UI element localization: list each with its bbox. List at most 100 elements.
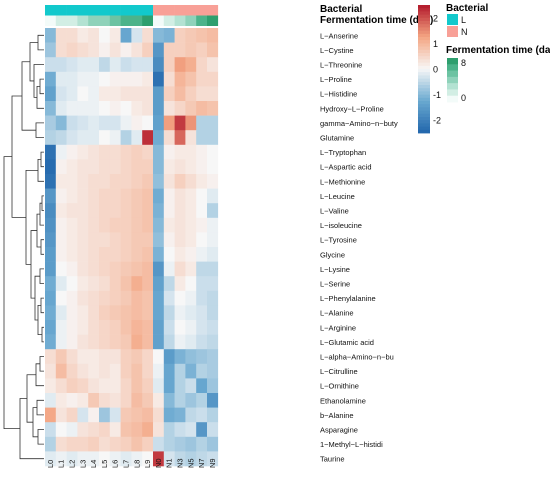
heatmap-cell [55, 28, 67, 43]
heatmap-cell [153, 42, 165, 58]
heatmap-cell [99, 378, 111, 394]
heatmap-cell [142, 28, 154, 43]
row-label: Hydroxy−L−Proline [320, 104, 384, 113]
heatmap-cell [196, 393, 208, 408]
heatmap-cell [153, 217, 165, 233]
column-label: L1 [57, 460, 66, 468]
heatmap-cell [163, 144, 175, 160]
fermentation-legend-swatch [447, 89, 458, 97]
fermentation-annotation-cell [153, 15, 165, 26]
heatmap-cell [196, 188, 208, 204]
bacterial-annotation-cell [185, 5, 197, 16]
heatmap-cell [77, 144, 89, 160]
heatmap-cell [163, 71, 175, 87]
heatmap-cell [109, 115, 121, 131]
heatmap-cell [196, 101, 208, 116]
bacterial-annotation-cell [88, 5, 100, 16]
heatmap-cell [99, 320, 111, 335]
heatmap-cell [142, 422, 154, 438]
heatmap-cell [163, 115, 175, 131]
heatmap-cell [109, 188, 121, 204]
row-label: Glutamine [320, 134, 354, 143]
dendrogram-branch [25, 169, 38, 265]
column-label: N1 [165, 458, 174, 468]
legend-swatch [418, 59, 430, 63]
heatmap-cell [185, 378, 197, 394]
heatmap-cell [185, 407, 197, 423]
legend-swatch [418, 65, 430, 70]
heatmap-cell [174, 407, 186, 423]
heatmap-cell [131, 115, 143, 131]
heatmap-cell [55, 290, 67, 306]
heatmap-cell [66, 42, 78, 58]
bacterial-annotation-cell [120, 5, 132, 16]
row-label: L−Citrulline [320, 367, 358, 376]
dendrogram-branch [19, 398, 44, 460]
heatmap-cell [153, 57, 165, 73]
heatmap-cell [99, 247, 111, 262]
fermentation-annotation-cell [109, 15, 121, 26]
heatmap-cell [185, 174, 197, 189]
heatmap-cell [77, 407, 89, 423]
heatmap-cell [77, 28, 89, 43]
bacterial-annotation-cell [66, 5, 78, 16]
heatmap-cell [185, 320, 197, 335]
heatmap-cell [207, 276, 219, 292]
heatmap-cell [45, 378, 57, 394]
dendrogram-branch [33, 64, 44, 98]
row-label: L−Leucine [320, 192, 355, 201]
fermentation-legend-swatch [447, 70, 458, 78]
heatmap-cell [55, 261, 67, 277]
heatmap-cell [66, 232, 78, 248]
heatmap-cell [88, 451, 100, 467]
heatmap-cell [77, 451, 89, 467]
heatmap-cell [207, 217, 219, 233]
heatmap-cell [66, 130, 78, 146]
heatmap-cell [142, 363, 154, 379]
heatmap-cell [207, 436, 219, 452]
heatmap-cell [109, 422, 121, 438]
heatmap-cell [196, 203, 208, 219]
heatmap-cell [120, 378, 132, 394]
heatmap-cell [142, 130, 154, 146]
heatmap-cell [207, 71, 219, 87]
heatmap-cell [196, 144, 208, 160]
row-label: L−Tyrosine [320, 236, 357, 245]
heatmap-cell [131, 144, 143, 160]
bacterial-annotation-cell [77, 5, 89, 16]
heatmap-cell [45, 247, 57, 262]
heatmap-cell [77, 101, 89, 116]
heatmap-cell [196, 305, 208, 321]
heatmap-cell [55, 436, 67, 452]
heatmap-cell [55, 159, 67, 175]
heatmap-cell [77, 203, 89, 219]
heatmap-cell [131, 290, 143, 306]
heatmap-cell [109, 436, 121, 452]
heatmap-cells [45, 28, 219, 467]
heatmap-cell [163, 305, 175, 321]
bacterial-annotation-cell [131, 5, 143, 16]
heatmap-cell [45, 320, 57, 335]
heatmap-cell [142, 334, 154, 350]
heatmap-cell [185, 130, 197, 146]
heatmap-cell [66, 320, 78, 335]
heatmap-cell [174, 232, 186, 248]
dendrogram-branch [37, 34, 44, 51]
legend-swatch [418, 37, 430, 41]
heatmap-cell [88, 334, 100, 350]
heatmap-cell [142, 86, 154, 102]
fermentation-annotation-cell [45, 15, 57, 26]
heatmap-cell [45, 363, 57, 379]
heatmap-cell [131, 334, 143, 350]
heatmap-cell [196, 436, 208, 452]
heatmap-cell [142, 276, 154, 292]
heatmap-cell [45, 290, 57, 306]
heatmap-cell [88, 422, 100, 438]
row-label: L−Glutamic acid [320, 338, 374, 347]
heatmap-cell [207, 144, 219, 160]
heatmap-cell [207, 247, 219, 262]
column-label: N3 [176, 458, 185, 468]
heatmap-cell [88, 86, 100, 102]
heatmap-cell [131, 28, 143, 43]
heatmap-cell [153, 130, 165, 146]
